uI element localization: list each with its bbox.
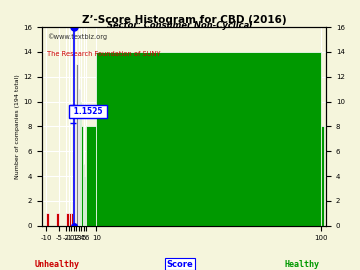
Text: 1.1525: 1.1525 (71, 107, 105, 116)
Bar (73, 151, 74, 226)
Bar (83, 164, 84, 226)
Bar (67, 213, 69, 226)
Text: ©www.textbiz.org: ©www.textbiz.org (47, 33, 107, 40)
Bar (69, 213, 72, 226)
Bar (84, 176, 85, 226)
Bar (80, 102, 81, 226)
Y-axis label: Number of companies (194 total): Number of companies (194 total) (15, 74, 20, 179)
Bar (74, 114, 75, 226)
Text: Sector: Consumer Non-Cyclical: Sector: Consumer Non-Cyclical (107, 21, 253, 30)
Bar (57, 213, 59, 226)
Bar (81, 126, 83, 226)
Bar (85, 188, 86, 226)
Bar (96, 52, 321, 226)
Bar (72, 213, 73, 226)
Bar (79, 89, 80, 226)
Bar (46, 213, 49, 226)
Title: Z’-Score Histogram for CBD (2016): Z’-Score Histogram for CBD (2016) (82, 15, 286, 25)
Bar (76, 65, 78, 226)
Bar (78, 114, 79, 226)
Bar (75, 114, 76, 226)
Text: Healthy: Healthy (285, 260, 320, 269)
Bar (86, 126, 96, 226)
Text: Score: Score (167, 260, 193, 269)
Text: Unhealthy: Unhealthy (35, 260, 80, 269)
Bar (321, 126, 324, 226)
Text: The Research Foundation of SUNY: The Research Foundation of SUNY (47, 51, 161, 57)
